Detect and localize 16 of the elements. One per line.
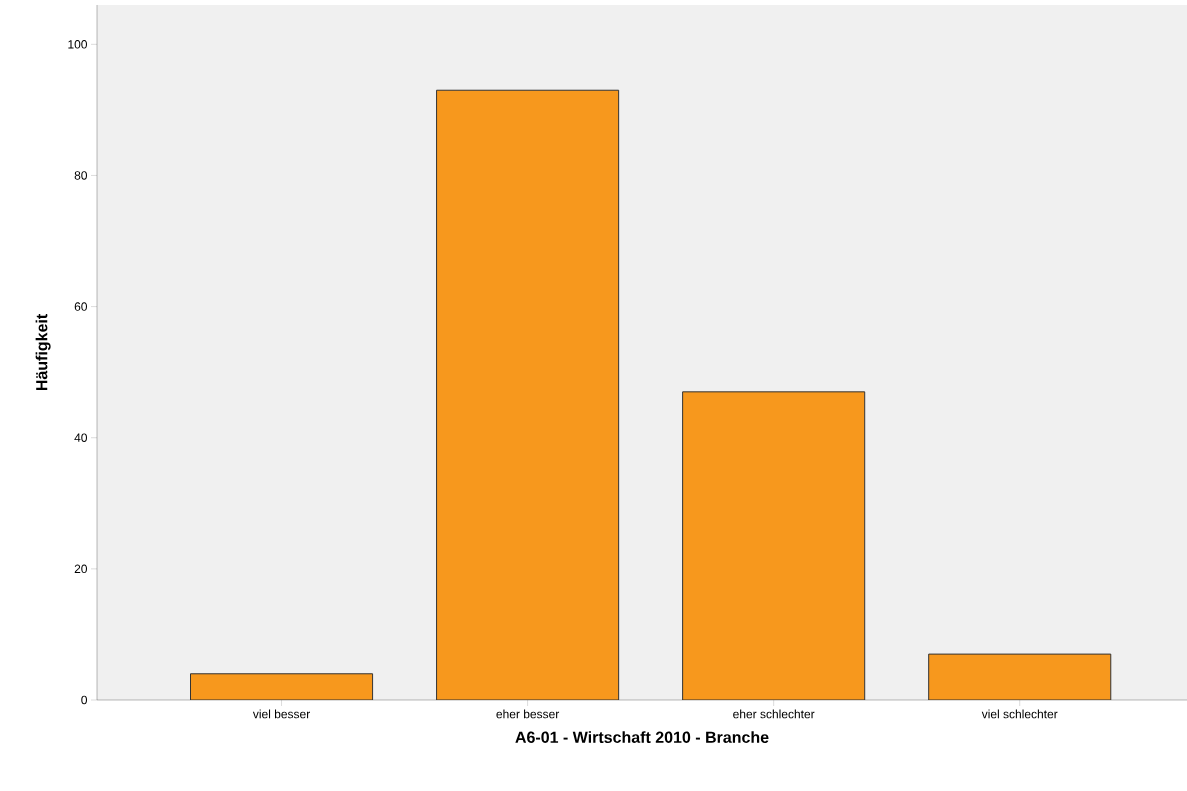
x-tick-label: viel besser xyxy=(252,709,310,719)
y-axis-title: Häufigkeit xyxy=(35,314,51,391)
x-tick-label: eher besser xyxy=(496,709,560,719)
y-tick-label: 60 xyxy=(74,302,88,311)
bar xyxy=(682,391,866,700)
x-tick-label: viel schlechter xyxy=(981,709,1058,719)
y-tick-label: 100 xyxy=(68,40,88,49)
bar xyxy=(436,89,620,700)
bar xyxy=(928,653,1112,700)
y-tick-label: 80 xyxy=(74,171,88,180)
bar xyxy=(190,673,374,700)
y-tick-label: 0 xyxy=(81,695,88,705)
y-tick-label: 40 xyxy=(74,433,88,442)
x-tick-label: eher schlechter xyxy=(733,709,815,719)
y-tick-label: 20 xyxy=(74,564,88,574)
x-axis-title: A6-01 - Wirtschaft 2010 - Branche xyxy=(515,731,769,743)
